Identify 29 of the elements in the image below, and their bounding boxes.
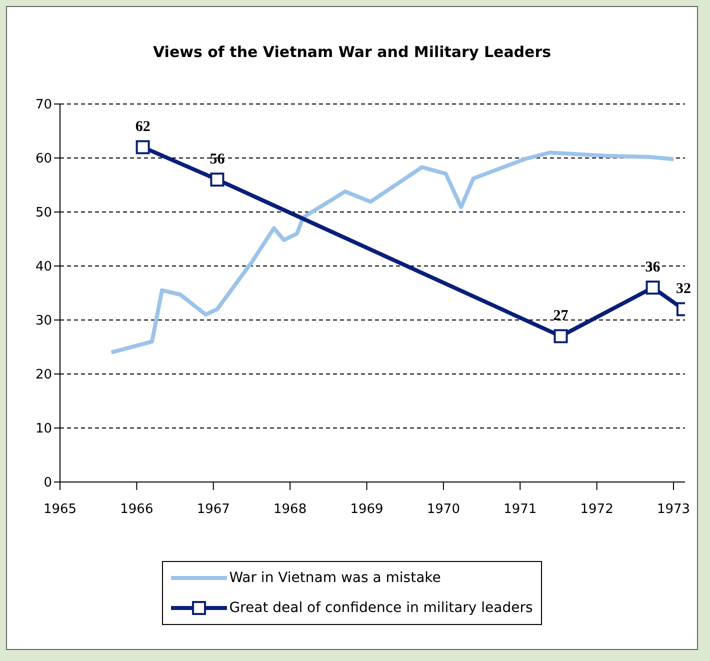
x-tick-label: 1968 xyxy=(274,502,307,518)
x-tick-label: 1971 xyxy=(504,502,537,518)
x-tick-label: 1965 xyxy=(43,502,77,518)
y-tick-label: 40 xyxy=(35,260,52,275)
x-tick-label: 1966 xyxy=(120,502,154,518)
line-series xyxy=(109,150,676,354)
data-label: 27 xyxy=(553,308,569,324)
y-tick-label: 20 xyxy=(35,368,52,383)
chart-title: Views of the Vietnam War and Military Leaders xyxy=(152,43,552,61)
y-tick-label: 60 xyxy=(35,152,52,167)
point xyxy=(646,280,660,295)
x-tick-label: 1967 xyxy=(196,502,230,518)
x-tick-label: 1970 xyxy=(426,502,460,518)
y-tick-label: 0 xyxy=(44,476,52,491)
y-tick-label: 10 xyxy=(35,422,52,437)
point xyxy=(554,329,568,344)
x-tick-label: 1969 xyxy=(350,502,384,518)
y-tick-label: 70 xyxy=(35,98,52,113)
data-label: 56 xyxy=(210,152,226,168)
legend-label: Great deal of confidence in military leaders xyxy=(229,600,533,616)
x-tick-label: 1973 xyxy=(656,502,690,518)
point xyxy=(136,140,150,154)
y-tick-label: 50 xyxy=(35,206,52,221)
data-label: 62 xyxy=(135,119,150,136)
x-tick-label: 1972 xyxy=(580,502,614,518)
point xyxy=(210,172,224,187)
data-label: 32 xyxy=(676,281,691,298)
legend-label: War in Vietnam was a mistake xyxy=(229,570,441,586)
y-tick-label: 30 xyxy=(35,314,52,329)
